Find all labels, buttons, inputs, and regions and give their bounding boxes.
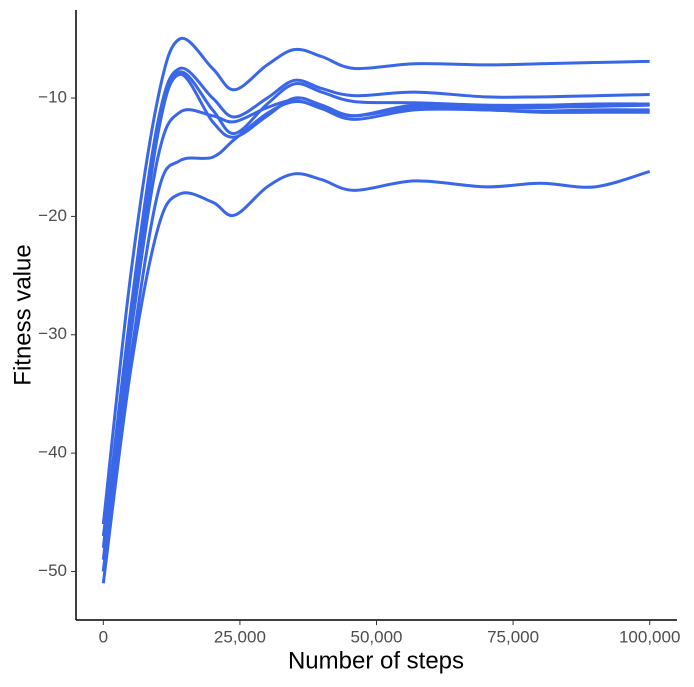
y-tick-label: −50 [38,561,67,580]
x-tick-label: 0 [99,627,108,646]
x-tick-label: 50,000 [351,627,403,646]
line [101,98,650,537]
y-tick-label: −30 [38,324,67,343]
x-tick-label: 100,000 [619,627,680,646]
line [101,36,650,525]
line [101,70,650,560]
line [101,99,650,572]
y-axis-title: Fitness value [9,244,36,385]
x-tick-label: 75,000 [487,627,539,646]
line [101,72,650,572]
x-axis-title: Number of steps [288,647,464,674]
x-tick-label: 25,000 [214,627,266,646]
line [101,66,650,548]
y-tick-label: −40 [38,443,67,462]
y-tick-label: −20 [38,206,67,225]
y-tick-label: −10 [38,88,67,107]
line [101,169,651,584]
